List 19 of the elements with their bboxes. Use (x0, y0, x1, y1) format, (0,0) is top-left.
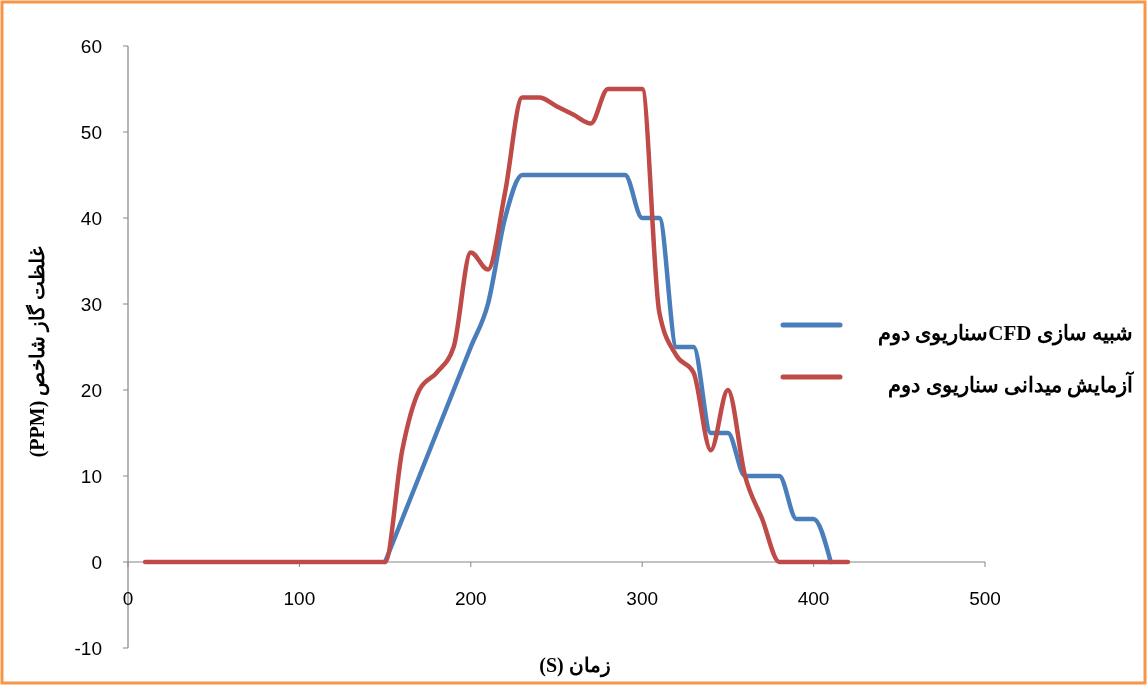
y-tick-label: 60 (80, 35, 102, 57)
y-tick-label: 30 (80, 293, 102, 315)
y-tick-label: 0 (91, 551, 102, 573)
x-axis-title: زمان (S) (539, 654, 611, 678)
y-axis-title: غلظت گاز شاخص (PPM) (25, 245, 50, 458)
x-tick-label: 0 (122, 588, 134, 609)
y-tick-label: -10 (74, 637, 102, 659)
x-tick-label: 300 (626, 588, 659, 609)
line-series (142, 86, 851, 565)
legend-label: شبیه سازی CFDسناریوی دوم (878, 321, 1133, 346)
y-tick-label: 50 (80, 121, 102, 143)
y-tick-label: 40 (80, 207, 102, 229)
x-tick-label: 400 (797, 588, 830, 609)
x-tick-label: 500 (969, 588, 1001, 609)
y-tick-label: 10 (80, 465, 102, 487)
legend-label: آزمایش میدانی سناریوی دوم (888, 371, 1134, 398)
x-tick-label: 100 (283, 588, 316, 609)
y-tick-label: 20 (80, 379, 102, 401)
x-tick-label: 200 (454, 588, 487, 609)
